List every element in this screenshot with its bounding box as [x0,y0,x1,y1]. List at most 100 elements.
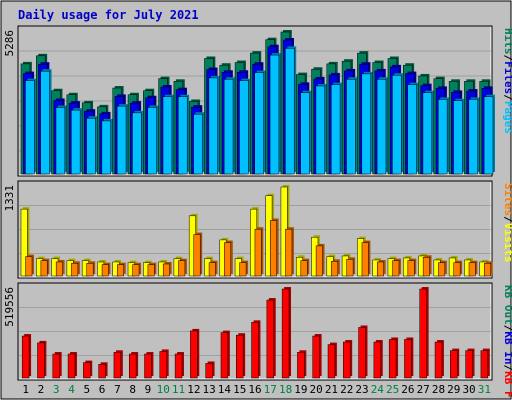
panel-bottom-day-16 [251,320,261,379]
panel-top-day-6 [97,104,113,175]
panel-bottom-day-26 [404,337,414,379]
bar-pages-day-23 [361,71,373,175]
bar-pages-day-26 [407,82,419,175]
panel-middle-day-24 [372,257,386,277]
x-label-day-15: 15 [233,383,246,396]
bar-pages-day-3 [55,105,67,175]
panel-bottom-day-25 [388,337,399,379]
panel-bottom-day-7 [113,350,123,379]
x-label-day-23: 23 [355,383,368,396]
panel-bottom-day-8 [128,352,139,379]
legend-item-hits: Hits [502,28,512,55]
bar-pages-day-19 [300,90,312,175]
panel-middle-day-18 [280,185,294,277]
x-label-day-30: 30 [462,383,475,396]
x-label-day-22: 22 [340,383,353,396]
legend-item-sites: Sites [502,183,512,216]
x-label-day-10: 10 [157,383,170,396]
panel-bottom-day-5 [83,360,93,379]
x-label-day-28: 28 [432,383,445,396]
bar-sites-day-24 [377,259,386,277]
panel-middle-day-20 [311,235,325,277]
panel-middle: 1331 Sites/Visits [3,180,512,279]
panel-top-day-18 [280,30,297,175]
panel-bottom-day-10 [159,349,169,379]
panel-top-day-24 [372,60,388,175]
panel-bottom-day-13 [205,361,215,379]
x-label-day-18: 18 [279,383,292,396]
x-label-day-11: 11 [172,383,185,396]
bar-pages-day-9 [147,105,159,175]
bar-kb-f-day-12 [190,328,200,379]
bar-sites-day-8 [132,262,142,277]
x-label-day-12: 12 [187,383,200,396]
panel-top-day-9 [143,88,159,175]
legend-item-pages: Pages [502,101,512,134]
panel-top-day-7 [112,86,129,175]
bar-sites-day-16 [254,227,264,277]
panel-bottom-day-20 [312,334,322,379]
bar-sites-day-22 [346,257,356,277]
bar-kb-f-day-1 [21,334,32,379]
bar-pages-day-17 [269,53,281,175]
x-label-day-6: 6 [99,383,106,396]
panel-top-day-14 [219,63,236,175]
bar-sites-day-6 [101,262,111,277]
bar-pages-day-12 [193,112,205,175]
x-label-day-21: 21 [325,383,338,396]
panel-bottom-day-11 [174,352,184,379]
panel-middle-day-5 [81,258,96,277]
panel-bottom-legend: KB Out/KB In/KB F [502,285,512,398]
x-label-day-17: 17 [264,383,277,396]
bar-kb-f-day-24 [373,340,383,379]
bar-sites-day-18 [285,227,294,277]
bar-kb-f-day-15 [236,333,246,379]
panel-bottom-day-30 [465,348,475,379]
panel-top-day-3 [51,88,67,175]
bar-pages-day-27 [422,90,434,175]
bar-sites-day-12 [193,232,203,277]
panel-top-day-29 [448,79,465,175]
panel-middle-day-21 [326,254,340,277]
panel-bottom-day-21 [327,342,337,379]
bar-sites-day-15 [239,260,249,277]
bar-kb-f-day-17 [266,298,276,379]
legend-item-: / [502,94,512,101]
x-label-day-24: 24 [371,383,385,396]
x-label-day-7: 7 [114,383,121,396]
x-label-day-14: 14 [218,383,232,396]
panel-middle-day-30 [464,257,478,277]
bar-pages-day-5 [86,116,98,175]
bar-kb-f-day-10 [159,349,169,379]
panel-top-day-4 [66,92,83,175]
panel-top-day-10 [158,76,174,175]
panel-middle-day-22 [341,253,356,277]
panel-middle-legend: Sites/Visits [502,183,512,263]
panel-top-day-15 [234,60,251,175]
legend-item-visits: Visits [502,223,512,263]
panel-middle-bars [20,185,493,277]
panel-bottom-day-19 [297,350,307,379]
bar-pages-day-21 [330,82,343,175]
bar-sites-day-11 [178,258,187,277]
x-label-day-1: 1 [22,383,29,396]
panel-top-day-13 [204,56,220,175]
panel-bottom-day-12 [190,328,200,379]
panel-top-day-23 [357,51,373,175]
bar-pages-day-29 [453,98,465,175]
panel-bottom-day-3 [52,352,62,379]
bar-sites-day-7 [117,262,126,277]
panel-middle-day-29 [448,255,463,277]
x-label-day-8: 8 [129,383,136,396]
bar-sites-day-21 [331,259,340,277]
legend-item-: / [502,55,512,62]
bar-kb-f-day-28 [434,340,444,379]
bar-pages-day-7 [116,104,129,175]
bar-pages-day-8 [132,110,144,175]
panel-bottom-day-23 [358,325,368,379]
bar-kb-f-day-7 [113,350,123,379]
panel-middle-day-28 [433,257,447,277]
